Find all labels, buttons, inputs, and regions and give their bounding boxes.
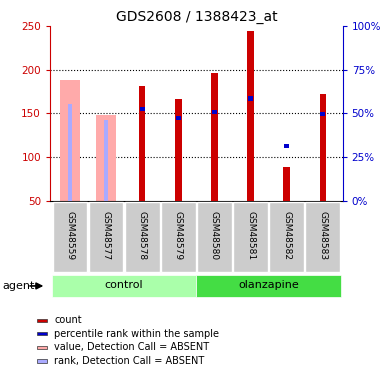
Bar bbox=[320, 94, 326, 201]
Bar bbox=[37, 360, 47, 363]
Text: percentile rank within the sample: percentile rank within the sample bbox=[54, 329, 219, 339]
Bar bbox=[284, 144, 289, 148]
Bar bbox=[248, 96, 253, 101]
Bar bbox=[139, 86, 146, 201]
Bar bbox=[175, 99, 182, 201]
Text: GSM48583: GSM48583 bbox=[318, 211, 327, 260]
Text: value, Detection Call = ABSENT: value, Detection Call = ABSENT bbox=[54, 342, 209, 352]
Bar bbox=[320, 112, 325, 117]
Text: GSM48559: GSM48559 bbox=[65, 211, 74, 260]
Bar bbox=[233, 202, 268, 272]
Bar bbox=[197, 202, 232, 272]
Title: GDS2608 / 1388423_at: GDS2608 / 1388423_at bbox=[116, 10, 277, 24]
Text: GSM48578: GSM48578 bbox=[138, 211, 147, 260]
Text: count: count bbox=[54, 315, 82, 325]
Bar bbox=[37, 346, 47, 349]
Bar bbox=[211, 74, 218, 201]
Text: control: control bbox=[105, 280, 144, 291]
Bar bbox=[37, 332, 47, 335]
Bar bbox=[140, 107, 145, 111]
Bar bbox=[212, 110, 217, 114]
Bar bbox=[60, 80, 80, 201]
Text: agent: agent bbox=[2, 281, 34, 291]
Bar bbox=[176, 116, 181, 120]
Bar bbox=[96, 115, 116, 201]
Text: GSM48581: GSM48581 bbox=[246, 211, 255, 260]
Text: GSM48580: GSM48580 bbox=[210, 211, 219, 260]
Bar bbox=[125, 202, 159, 272]
Text: GSM48582: GSM48582 bbox=[282, 211, 291, 260]
Text: rank, Detection Call = ABSENT: rank, Detection Call = ABSENT bbox=[54, 356, 204, 366]
Bar bbox=[68, 104, 72, 201]
Bar bbox=[270, 202, 304, 272]
Bar bbox=[52, 275, 196, 297]
Bar bbox=[37, 318, 47, 322]
Bar bbox=[89, 202, 123, 272]
Bar bbox=[283, 168, 290, 201]
Bar bbox=[247, 31, 254, 201]
Text: olanzapine: olanzapine bbox=[238, 280, 299, 291]
Text: GSM48577: GSM48577 bbox=[102, 211, 110, 260]
Bar bbox=[305, 202, 340, 272]
Bar bbox=[104, 120, 108, 201]
Bar bbox=[161, 202, 196, 272]
Bar bbox=[53, 202, 87, 272]
Bar bbox=[196, 275, 341, 297]
Text: GSM48579: GSM48579 bbox=[174, 211, 183, 260]
